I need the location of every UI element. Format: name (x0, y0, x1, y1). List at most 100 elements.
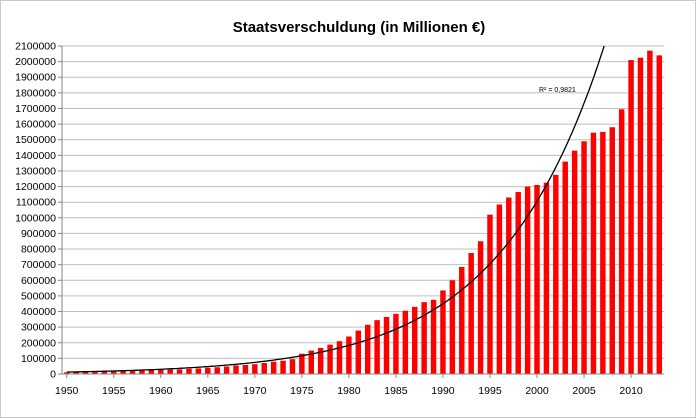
bar (487, 214, 493, 374)
x-tick-labels: 1950 1955 1960 1965 1970 1975 1980 1985 1990 1995… (55, 385, 643, 397)
bar (364, 324, 371, 374)
bar (468, 252, 474, 374)
x-tick-label: 1975 (290, 385, 314, 397)
bar (252, 364, 258, 374)
bar-series (63, 50, 663, 375)
bar (609, 127, 615, 374)
y-tick-label: 500000 (21, 290, 56, 302)
bar (223, 366, 230, 374)
bar (562, 161, 568, 374)
bar (355, 330, 362, 374)
x-tick-label: 1995 (478, 385, 502, 397)
bar (393, 313, 399, 374)
y-tick-label: 2100000 (15, 41, 56, 53)
y-tick-label: 100000 (21, 353, 56, 365)
bar (571, 150, 578, 374)
y-tick-label: 300000 (21, 322, 56, 334)
bar (515, 192, 521, 374)
bar (299, 353, 305, 374)
bar (421, 302, 427, 374)
bar (496, 204, 503, 374)
bar (637, 57, 644, 374)
bar (524, 186, 531, 374)
x-tick-label: 1970 (243, 385, 267, 397)
y-tick-label: 400000 (21, 306, 56, 318)
bar (195, 368, 202, 374)
bar (270, 361, 277, 374)
y-tick-labels: 0 100000 200000 300000 400000 500000 600000 700… (15, 41, 56, 381)
bar (233, 365, 239, 374)
y-tick-label: 1800000 (15, 87, 56, 99)
bar (647, 50, 653, 374)
bar (430, 299, 437, 374)
bar (374, 320, 380, 374)
bar (176, 369, 183, 374)
y-tick-label: 2000000 (15, 56, 56, 68)
chart-title: Staatsverschuldung (in Millionen €) (233, 19, 486, 36)
bar (308, 350, 314, 374)
y-tick-label: 700000 (21, 259, 56, 271)
bar (92, 371, 98, 374)
bar (289, 359, 296, 374)
y-tick-label: 800000 (21, 244, 56, 256)
bar (477, 241, 484, 374)
trendline-layer (66, 46, 605, 373)
bar (186, 368, 192, 374)
bar (167, 369, 173, 374)
bar (459, 267, 465, 374)
y-tick-label: 1400000 (15, 150, 56, 162)
bar (261, 363, 267, 374)
bar (148, 370, 155, 374)
y-tick-label: 1600000 (15, 119, 56, 131)
y-tick-label: 200000 (21, 337, 56, 349)
bar (73, 372, 79, 374)
bar (656, 55, 663, 374)
x-tick-label: 1955 (102, 385, 126, 397)
bar (111, 370, 117, 374)
bar (440, 290, 446, 374)
y-tick-label: 1200000 (15, 181, 56, 193)
y-tick-label: 900000 (21, 228, 56, 240)
bar (280, 360, 286, 374)
trendline (66, 46, 605, 373)
bar (534, 185, 540, 374)
bar (242, 364, 249, 374)
bar (205, 367, 211, 374)
y-tick-label: 1300000 (15, 165, 56, 177)
bar (506, 197, 512, 374)
bar (402, 310, 409, 374)
bar (590, 132, 597, 374)
axes (58, 45, 664, 378)
bar (327, 344, 333, 374)
bar (449, 280, 456, 374)
x-tick-label: 1990 (431, 385, 455, 397)
bar (412, 306, 418, 374)
bar (129, 370, 136, 374)
y-tick-label: 1700000 (15, 103, 56, 115)
x-tick-label: 2010 (619, 385, 643, 397)
bar (581, 141, 587, 374)
bar (101, 371, 108, 374)
x-tick-label: 2000 (525, 385, 549, 397)
bar (628, 60, 634, 375)
bar (336, 341, 343, 374)
bar (63, 372, 70, 374)
bar (618, 109, 625, 374)
bar (139, 370, 145, 374)
bar (317, 347, 324, 374)
bar (214, 367, 220, 374)
y-tick-label: 1500000 (15, 134, 56, 146)
x-tick-label: 1965 (196, 385, 220, 397)
bar (543, 182, 550, 374)
bar (383, 316, 390, 374)
y-tick-label: 600000 (21, 275, 56, 287)
r-squared-annotation: R² = 0,9821 (539, 87, 576, 94)
bar (82, 371, 89, 374)
y-tick-label: 0 (50, 369, 56, 381)
bar (120, 370, 126, 374)
bar (346, 336, 352, 374)
x-tick-label: 1980 (337, 385, 361, 397)
bar (158, 369, 164, 374)
x-tick-label: 1985 (384, 385, 408, 397)
